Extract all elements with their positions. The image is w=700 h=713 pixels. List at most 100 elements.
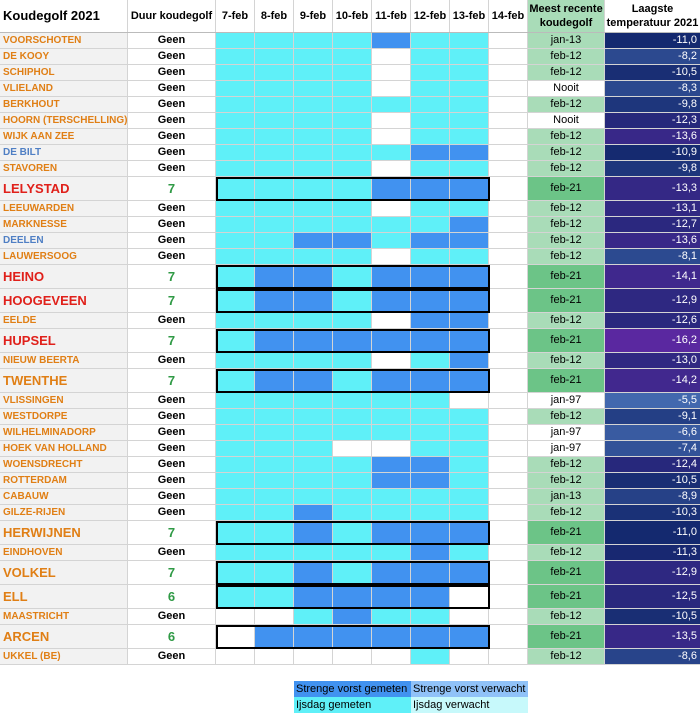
day-cell[interactable]: [372, 65, 411, 80]
day-cell[interactable]: [216, 177, 255, 200]
duration-cell[interactable]: Geen: [128, 33, 216, 48]
station-name[interactable]: GILZE-RIJEN: [0, 505, 128, 520]
duration-cell[interactable]: Geen: [128, 249, 216, 264]
day-cell[interactable]: [411, 145, 450, 160]
day-cell[interactable]: [255, 33, 294, 48]
duration-cell[interactable]: Geen: [128, 545, 216, 560]
day-cell[interactable]: [489, 649, 528, 664]
recent-cell[interactable]: jan-13: [528, 33, 605, 48]
duration-cell[interactable]: Geen: [128, 393, 216, 408]
day-cell[interactable]: [450, 425, 489, 440]
day-cell[interactable]: [216, 33, 255, 48]
day-cell[interactable]: [333, 49, 372, 64]
day-cell[interactable]: [372, 313, 411, 328]
day-header-10-feb[interactable]: 10-feb: [333, 0, 372, 32]
day-cell[interactable]: [372, 393, 411, 408]
station-name[interactable]: CABAUW: [0, 489, 128, 504]
day-cell[interactable]: [294, 505, 333, 520]
recent-cell[interactable]: feb-21: [528, 521, 605, 544]
day-cell[interactable]: [216, 329, 255, 352]
day-cell[interactable]: [450, 625, 489, 648]
day-cell[interactable]: [450, 353, 489, 368]
day-cell[interactable]: [255, 585, 294, 608]
day-cell[interactable]: [255, 505, 294, 520]
duration-cell[interactable]: Geen: [128, 649, 216, 664]
station-name[interactable]: VOORSCHOTEN: [0, 33, 128, 48]
day-cell[interactable]: [450, 393, 489, 408]
temp-cell[interactable]: -9,1: [605, 409, 700, 424]
day-cell[interactable]: [333, 265, 372, 288]
day-cell[interactable]: [372, 369, 411, 392]
day-cell[interactable]: [450, 473, 489, 488]
day-cell[interactable]: [294, 265, 333, 288]
day-cell[interactable]: [411, 233, 450, 248]
day-cell[interactable]: [450, 505, 489, 520]
day-cell[interactable]: [372, 249, 411, 264]
temp-cell[interactable]: -12,5: [605, 585, 700, 608]
day-cell[interactable]: [216, 353, 255, 368]
day-cell[interactable]: [411, 313, 450, 328]
day-cell[interactable]: [450, 329, 489, 352]
day-cell[interactable]: [489, 65, 528, 80]
day-cell[interactable]: [294, 425, 333, 440]
day-cell[interactable]: [450, 65, 489, 80]
day-cell[interactable]: [372, 585, 411, 608]
day-cell[interactable]: [255, 313, 294, 328]
temp-cell[interactable]: -11,0: [605, 521, 700, 544]
duration-cell[interactable]: Geen: [128, 409, 216, 424]
recent-cell[interactable]: feb-21: [528, 625, 605, 648]
duration-cell[interactable]: Geen: [128, 473, 216, 488]
day-cell[interactable]: [255, 609, 294, 624]
recent-cell[interactable]: feb-21: [528, 585, 605, 608]
day-cell[interactable]: [372, 329, 411, 352]
day-cell[interactable]: [372, 561, 411, 584]
day-cell[interactable]: [411, 129, 450, 144]
day-cell[interactable]: [450, 81, 489, 96]
day-cell[interactable]: [489, 289, 528, 312]
day-cell[interactable]: [333, 65, 372, 80]
station-name[interactable]: EELDE: [0, 313, 128, 328]
day-cell[interactable]: [450, 489, 489, 504]
day-cell[interactable]: [450, 129, 489, 144]
day-cell[interactable]: [255, 249, 294, 264]
day-cell[interactable]: [372, 81, 411, 96]
day-cell[interactable]: [372, 145, 411, 160]
day-cell[interactable]: [255, 65, 294, 80]
station-name[interactable]: DE KOOY: [0, 49, 128, 64]
day-cell[interactable]: [216, 609, 255, 624]
temp-header[interactable]: Laagste temperatuur 2021: [605, 0, 700, 32]
day-cell[interactable]: [255, 561, 294, 584]
duration-cell[interactable]: Geen: [128, 457, 216, 472]
day-cell[interactable]: [372, 97, 411, 112]
day-cell[interactable]: [255, 233, 294, 248]
day-cell[interactable]: [489, 625, 528, 648]
day-cell[interactable]: [333, 353, 372, 368]
day-cell[interactable]: [294, 33, 333, 48]
day-cell[interactable]: [450, 369, 489, 392]
temp-cell[interactable]: -9,8: [605, 161, 700, 176]
day-cell[interactable]: [333, 409, 372, 424]
day-cell[interactable]: [411, 473, 450, 488]
day-cell[interactable]: [216, 201, 255, 216]
recent-cell[interactable]: jan-13: [528, 489, 605, 504]
day-header-14-feb[interactable]: 14-feb: [489, 0, 528, 32]
station-name[interactable]: VLISSINGEN: [0, 393, 128, 408]
day-cell[interactable]: [255, 545, 294, 560]
temp-cell[interactable]: -12,3: [605, 113, 700, 128]
station-name[interactable]: WESTDORPE: [0, 409, 128, 424]
day-cell[interactable]: [411, 201, 450, 216]
day-cell[interactable]: [372, 625, 411, 648]
day-cell[interactable]: [333, 393, 372, 408]
duration-cell[interactable]: Geen: [128, 161, 216, 176]
day-cell[interactable]: [411, 177, 450, 200]
day-cell[interactable]: [255, 489, 294, 504]
day-cell[interactable]: [333, 505, 372, 520]
day-cell[interactable]: [216, 145, 255, 160]
recent-cell[interactable]: jan-97: [528, 441, 605, 456]
day-cell[interactable]: [489, 561, 528, 584]
day-cell[interactable]: [294, 521, 333, 544]
day-cell[interactable]: [255, 161, 294, 176]
day-cell[interactable]: [333, 129, 372, 144]
station-name[interactable]: VOLKEL: [0, 561, 128, 584]
day-cell[interactable]: [216, 393, 255, 408]
